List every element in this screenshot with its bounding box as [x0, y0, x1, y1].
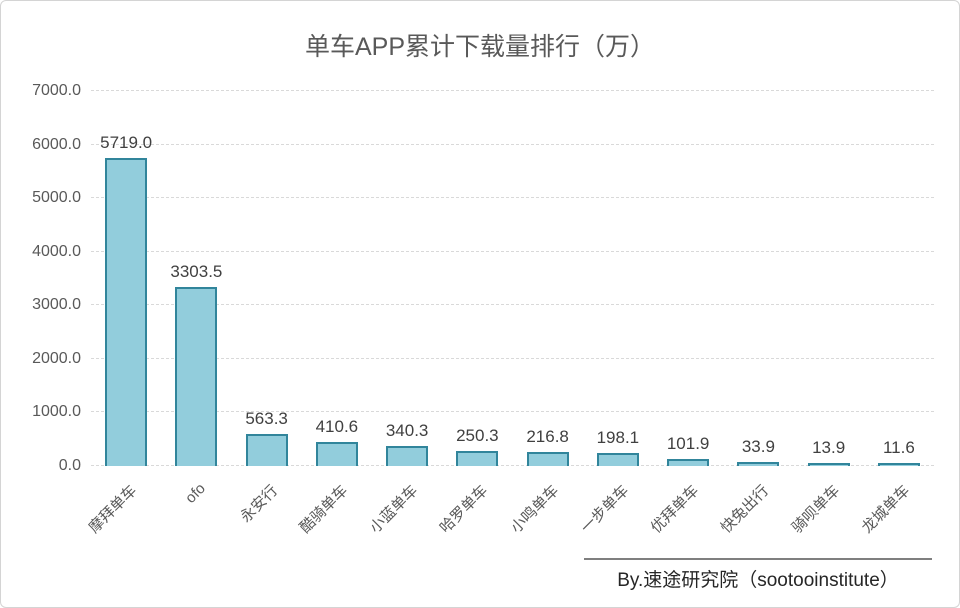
bar-slot: 198.1 一步单车: [578, 91, 653, 536]
gridline: [91, 250, 934, 252]
attribution: By.速途研究院（sootooinstitute）: [584, 558, 932, 592]
category-label: 一步单车: [577, 482, 633, 537]
gridline: [91, 197, 934, 199]
bar: [315, 442, 358, 466]
bar: [807, 463, 850, 466]
bar: [596, 453, 639, 466]
category-label: 酷骑单车: [296, 482, 352, 537]
bar-value-label: 340.3: [385, 420, 429, 440]
bar-slot: 33.9 快兔出行: [718, 91, 793, 537]
bar-value-label: 101.9: [666, 433, 710, 453]
bar-slot: 13.9 骑呗单车: [788, 91, 864, 537]
bar-slot: 5719.0 摩拜单车: [86, 91, 161, 537]
gridline: [91, 90, 934, 91]
gridline: [91, 143, 934, 145]
bar-value-label: 33.9: [741, 437, 775, 457]
bar-slot: 3303.5 ofo: [161, 91, 231, 507]
gridline: [91, 465, 934, 466]
bar: [667, 458, 710, 466]
category-label: 优拜单车: [647, 482, 703, 537]
bar-value-label: 410.6: [315, 417, 359, 437]
chart-title: 单车APP累计下载量排行（万）: [304, 33, 656, 61]
y-tick-label: 3000.0: [32, 296, 81, 314]
category-label: 哈罗单车: [437, 482, 492, 537]
category-label: 永安行: [236, 482, 281, 526]
bar-value-label: 216.8: [526, 427, 569, 447]
y-tick-label: 4000.0: [32, 242, 81, 260]
bar: [175, 287, 218, 466]
plot-area: 5719.0 摩拜单车 3303.5 ofo 563.3 永安行 410.6 酷骑单车 340.…: [86, 90, 934, 537]
bar-slot: 216.8 小鸣单车: [507, 91, 583, 536]
category-label: 摩拜单车: [85, 482, 141, 537]
gridline: [91, 304, 934, 306]
bar-value-label: 13.9: [812, 438, 846, 457]
category-label: ofo: [181, 480, 209, 507]
bar-value-label: 198.1: [596, 428, 640, 448]
bar-value-label: 563.3: [245, 408, 288, 428]
gridline: [91, 357, 934, 359]
bar-slot: 101.9 优拜单车: [648, 91, 723, 537]
bar: [877, 463, 920, 466]
bar-value-label: 11.6: [882, 438, 915, 457]
y-tick-label: 7000.0: [32, 82, 81, 99]
y-tick-label: 5000.0: [32, 189, 81, 207]
category-label: 龙城单车: [858, 482, 914, 537]
bar: [737, 462, 780, 466]
bar-slot: 563.3 永安行: [232, 91, 302, 526]
bar: [526, 452, 569, 466]
bar-slot: 340.3 小蓝单车: [367, 91, 442, 537]
bar: [105, 157, 148, 466]
y-tick-label: 1000.0: [32, 403, 81, 421]
category-label: 快兔出行: [718, 482, 773, 537]
y-tick-label: 0.0: [58, 457, 81, 474]
bar: [456, 450, 499, 466]
bar-value-label: 5719.0: [100, 132, 153, 152]
bar: [386, 445, 429, 466]
bar-slot: 11.6 龙城单车: [859, 91, 934, 537]
bar: [245, 433, 288, 466]
bars-container: 5719.0 摩拜单车 3303.5 ofo 563.3 永安行 410.6 酷骑单车 340.…: [86, 91, 934, 537]
bar-value-label: 3303.5: [170, 262, 223, 282]
gridline: [91, 411, 934, 413]
y-axis-labels: 0.0 1000.0 2000.0 3000.0 4000.0 5000.0 6000.0 7…: [9, 82, 81, 474]
bar-slot: 410.6 酷骑单车: [297, 91, 372, 537]
category-label: 小鸣单车: [507, 482, 562, 537]
y-tick-label: 2000.0: [32, 349, 81, 367]
category-label: 骑呗单车: [788, 482, 843, 537]
bar-slot: 250.3 哈罗单车: [437, 91, 512, 537]
category-label: 小蓝单车: [366, 482, 422, 537]
y-tick-label: 6000.0: [32, 135, 81, 153]
bar-value-label: 250.3: [456, 425, 499, 445]
